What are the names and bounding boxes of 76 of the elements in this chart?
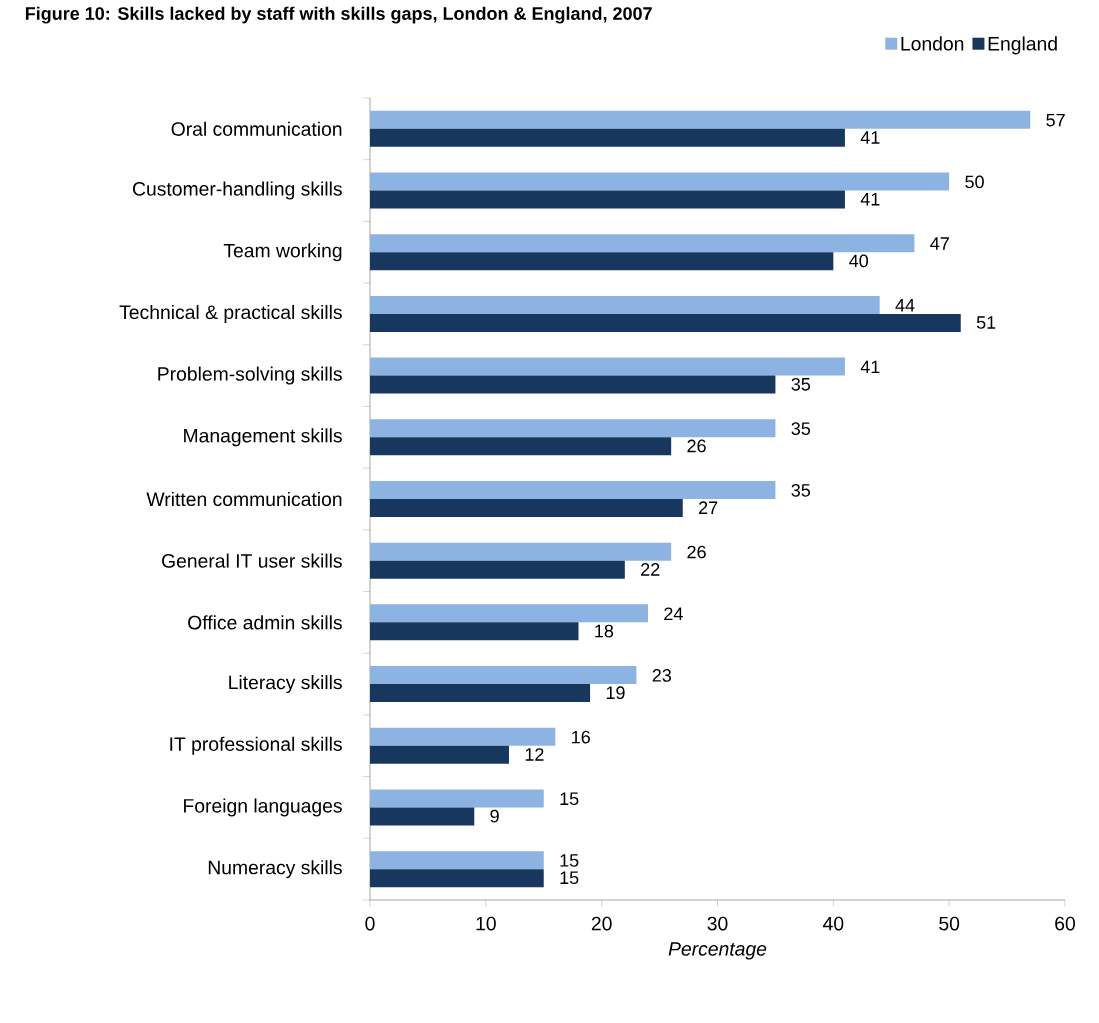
y-tick-label: Team working xyxy=(223,243,342,262)
data-label: 19 xyxy=(606,686,625,700)
bar xyxy=(370,789,544,808)
legend-label: London xyxy=(901,36,964,51)
data-label: 23 xyxy=(652,669,672,682)
y-tick-label: Literacy skills xyxy=(229,675,342,694)
y-tick-label: Management skills xyxy=(184,428,342,447)
bar xyxy=(370,604,648,623)
bar xyxy=(370,190,845,209)
y-tick-label: Oral communication xyxy=(171,121,342,136)
bar xyxy=(370,419,776,438)
data-label: 40 xyxy=(849,254,869,268)
bar xyxy=(370,851,544,870)
data-label: 26 xyxy=(687,545,706,559)
data-label: 27 xyxy=(699,501,718,514)
x-tick-label: 10 xyxy=(476,916,496,931)
bar xyxy=(370,807,475,826)
data-label: 35 xyxy=(791,483,811,497)
data-label: 41 xyxy=(860,360,880,374)
y-tick-label: Office admin skills xyxy=(188,615,342,630)
data-label: 15 xyxy=(560,854,579,867)
legend-label: England xyxy=(988,36,1057,55)
y-tick-label: Customer-handling skills xyxy=(133,181,342,200)
data-label: 47 xyxy=(930,237,949,250)
y-tick-label: Numeracy skills xyxy=(208,860,342,879)
y-tick-label: Problem-solving skills xyxy=(158,366,342,385)
data-label: 41 xyxy=(860,193,880,206)
bar xyxy=(370,727,556,746)
data-label: 41 xyxy=(860,131,880,144)
bar xyxy=(370,498,683,517)
bar xyxy=(370,295,880,314)
bar xyxy=(370,252,834,271)
data-label: 22 xyxy=(641,563,660,576)
y-tick-label: General IT user skills xyxy=(162,553,342,568)
bar xyxy=(370,480,776,499)
y-tick-label: Foreign languages xyxy=(184,798,342,817)
data-label: 12 xyxy=(525,748,544,761)
bar xyxy=(370,313,961,332)
bar xyxy=(370,375,776,394)
bar xyxy=(370,666,637,685)
bar xyxy=(370,542,672,561)
y-tick-label: Technical & practical skills xyxy=(119,304,342,323)
data-label: 18 xyxy=(595,624,614,638)
bar xyxy=(370,128,845,147)
data-label: 51 xyxy=(976,316,996,329)
data-label: 35 xyxy=(791,422,811,435)
x-tick-label: 20 xyxy=(591,916,612,931)
bar xyxy=(370,869,544,888)
data-label: 16 xyxy=(572,730,590,744)
data-label: 50 xyxy=(965,175,984,189)
x-tick-label: 30 xyxy=(707,916,728,931)
x-tick-label: 50 xyxy=(939,916,960,931)
bar xyxy=(370,110,1031,129)
data-label: 24 xyxy=(664,607,683,620)
data-label: 57 xyxy=(1046,113,1065,127)
bar xyxy=(370,172,950,191)
data-label: 15 xyxy=(560,871,579,885)
bar xyxy=(370,437,672,456)
x-axis-title: Percentage xyxy=(668,942,767,960)
bar xyxy=(370,622,579,641)
x-tick-label: 40 xyxy=(823,916,844,931)
x-tick-label: 60 xyxy=(1055,916,1075,931)
y-tick-label: Written communication xyxy=(146,491,342,507)
data-label: 26 xyxy=(687,439,706,453)
data-label: 9 xyxy=(490,809,499,823)
bar xyxy=(370,745,509,764)
x-tick-label: 0 xyxy=(365,916,375,931)
data-label: 44 xyxy=(895,299,915,312)
data-label: 35 xyxy=(791,377,811,391)
y-tick-label: IT professional skills xyxy=(170,736,342,755)
bar xyxy=(370,357,845,376)
bar xyxy=(370,684,591,703)
bar xyxy=(370,560,625,579)
data-label: 15 xyxy=(560,792,579,806)
chart-title: Figure 10: Skills lacked by staff with skills gaps, London & England, 2007 xyxy=(25,6,652,24)
bar xyxy=(370,234,915,253)
